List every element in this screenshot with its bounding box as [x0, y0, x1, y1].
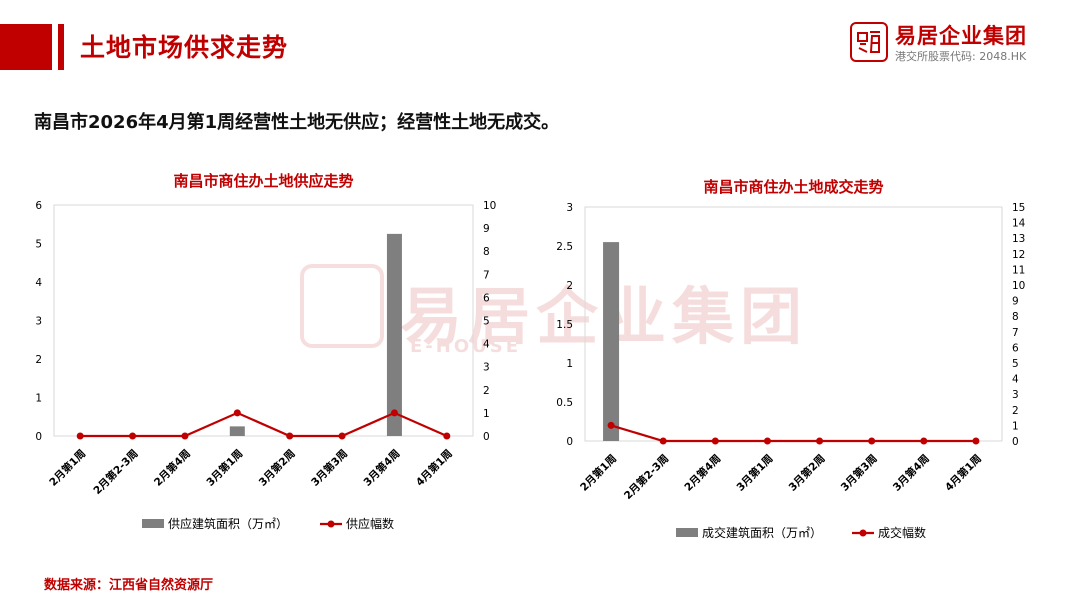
- line-point: [763, 437, 771, 445]
- y2-axis-tick-label: 3: [1012, 389, 1019, 401]
- legend-line-marker: [859, 529, 867, 537]
- y2-axis-tick-label: 5: [1012, 358, 1019, 370]
- line-point: [286, 432, 294, 440]
- y2-axis-tick-label: 2: [1012, 405, 1019, 417]
- line-point: [181, 432, 189, 440]
- bar: [386, 233, 402, 436]
- legend-bar-label: 供应建筑面积（万㎡）: [168, 516, 288, 531]
- x-axis-tick-label: 3月第2周: [786, 452, 828, 494]
- y2-axis-tick-label: 4: [1012, 374, 1019, 386]
- y2-axis-tick-label: 12: [1012, 249, 1025, 261]
- plot-area-frame: [584, 206, 1003, 442]
- line-point: [972, 437, 980, 445]
- line-point: [607, 421, 615, 429]
- y2-axis-tick-label: 5: [483, 316, 490, 328]
- y2-axis-tick-label: 7: [483, 269, 490, 281]
- legend-line-label: 供应幅数: [346, 516, 394, 531]
- y2-axis-tick-label: 4: [483, 339, 490, 351]
- line-point: [233, 409, 241, 417]
- y2-axis-tick-label: 10: [1012, 280, 1025, 292]
- y2-axis-tick-label: 8: [1012, 311, 1019, 323]
- header-accent-band: [0, 24, 52, 70]
- y-axis-tick-label: 1: [566, 358, 573, 370]
- y2-axis-tick-label: 7: [1012, 327, 1019, 339]
- y2-axis-tick-label: 0: [1012, 436, 1019, 448]
- plot-area-frame: [53, 204, 474, 437]
- y2-axis-tick-label: 1: [1012, 420, 1019, 432]
- line-point: [816, 437, 824, 445]
- y-axis-tick-label: 3: [566, 202, 573, 214]
- line-point: [443, 432, 451, 440]
- x-axis-tick-label: 3月第1周: [734, 452, 776, 494]
- y2-axis-tick-label: 15: [1012, 202, 1025, 214]
- line-point: [129, 432, 137, 440]
- y-axis-tick-label: 2: [566, 280, 573, 292]
- y2-axis-tick-label: 6: [483, 292, 490, 304]
- header-accent-stripe: [58, 24, 64, 70]
- y-axis-tick-label: 0: [35, 431, 42, 443]
- y2-axis-tick-label: 6: [1012, 342, 1019, 354]
- y2-axis-tick-label: 3: [483, 362, 490, 374]
- line-point: [711, 437, 719, 445]
- y-axis-tick-label: 3: [35, 316, 42, 328]
- data-source: 数据来源：江西省自然资源厅: [44, 578, 214, 593]
- line-point: [659, 437, 667, 445]
- legend-line-label: 成交幅数: [878, 525, 926, 540]
- y-axis-tick-label: 0.5: [556, 397, 573, 409]
- y-axis-tick-label: 5: [35, 239, 42, 251]
- x-axis-tick-label: 2月第1周: [577, 452, 619, 494]
- company-logo-icon: [850, 22, 888, 62]
- y2-axis-tick-label: 13: [1012, 233, 1025, 245]
- page-title: 土地市场供求走势: [80, 33, 289, 62]
- line-point: [76, 432, 84, 440]
- legend-bar-label: 成交建筑面积（万㎡）: [702, 525, 822, 540]
- y2-axis-tick-label: 9: [483, 223, 490, 235]
- y2-axis-tick-label: 8: [483, 246, 490, 258]
- line-point: [920, 437, 928, 445]
- series-line: [610, 424, 976, 443]
- legend-bar-swatch: [142, 519, 164, 528]
- stock-code: 港交所股票代码: 2048.HK: [895, 50, 1027, 63]
- y2-axis-tick-label: 2: [483, 385, 490, 397]
- y2-axis-tick-label: 1: [483, 408, 490, 420]
- y2-axis-tick-label: 10: [483, 200, 496, 212]
- y-axis-tick-label: 0: [566, 436, 573, 448]
- y-axis-tick-label: 1.5: [556, 319, 573, 331]
- y-axis-tick-label: 6: [35, 200, 42, 212]
- company-name: 易居企业集团: [895, 24, 1027, 48]
- line-point: [868, 437, 876, 445]
- chart-title: 南昌市商住办土地成交走势: [703, 178, 883, 196]
- y-axis-tick-label: 1: [35, 393, 42, 405]
- headline-summary: 南昌市2026年4月第1周经营性土地无供应；经营性土地无成交。: [34, 112, 560, 133]
- y2-axis-tick-label: 9: [1012, 296, 1019, 308]
- line-point: [338, 432, 346, 440]
- y2-axis-tick-label: 11: [1012, 264, 1025, 276]
- y2-axis-tick-label: 0: [483, 431, 490, 443]
- series-line: [80, 411, 448, 438]
- chart-title: 南昌市商住办土地供应走势: [173, 172, 353, 190]
- legend-line-marker: [327, 520, 335, 528]
- x-axis-tick-label: 3月第4周: [890, 452, 932, 494]
- x-axis-tick-label: 2月第2-3周: [621, 452, 671, 502]
- y2-axis-tick-label: 14: [1012, 218, 1026, 230]
- bar: [229, 426, 245, 436]
- x-axis-tick-label: 2月第4周: [682, 452, 724, 494]
- x-axis-tick-label: 4月第1周: [942, 452, 984, 494]
- y-axis-tick-label: 4: [35, 277, 42, 289]
- y-axis-tick-label: 2.5: [556, 241, 573, 253]
- y-axis-tick-label: 2: [35, 354, 42, 366]
- bar: [603, 242, 620, 441]
- legend-bar-swatch: [676, 528, 698, 537]
- x-axis-tick-label: 3月第3周: [838, 452, 880, 494]
- line-point: [390, 409, 398, 417]
